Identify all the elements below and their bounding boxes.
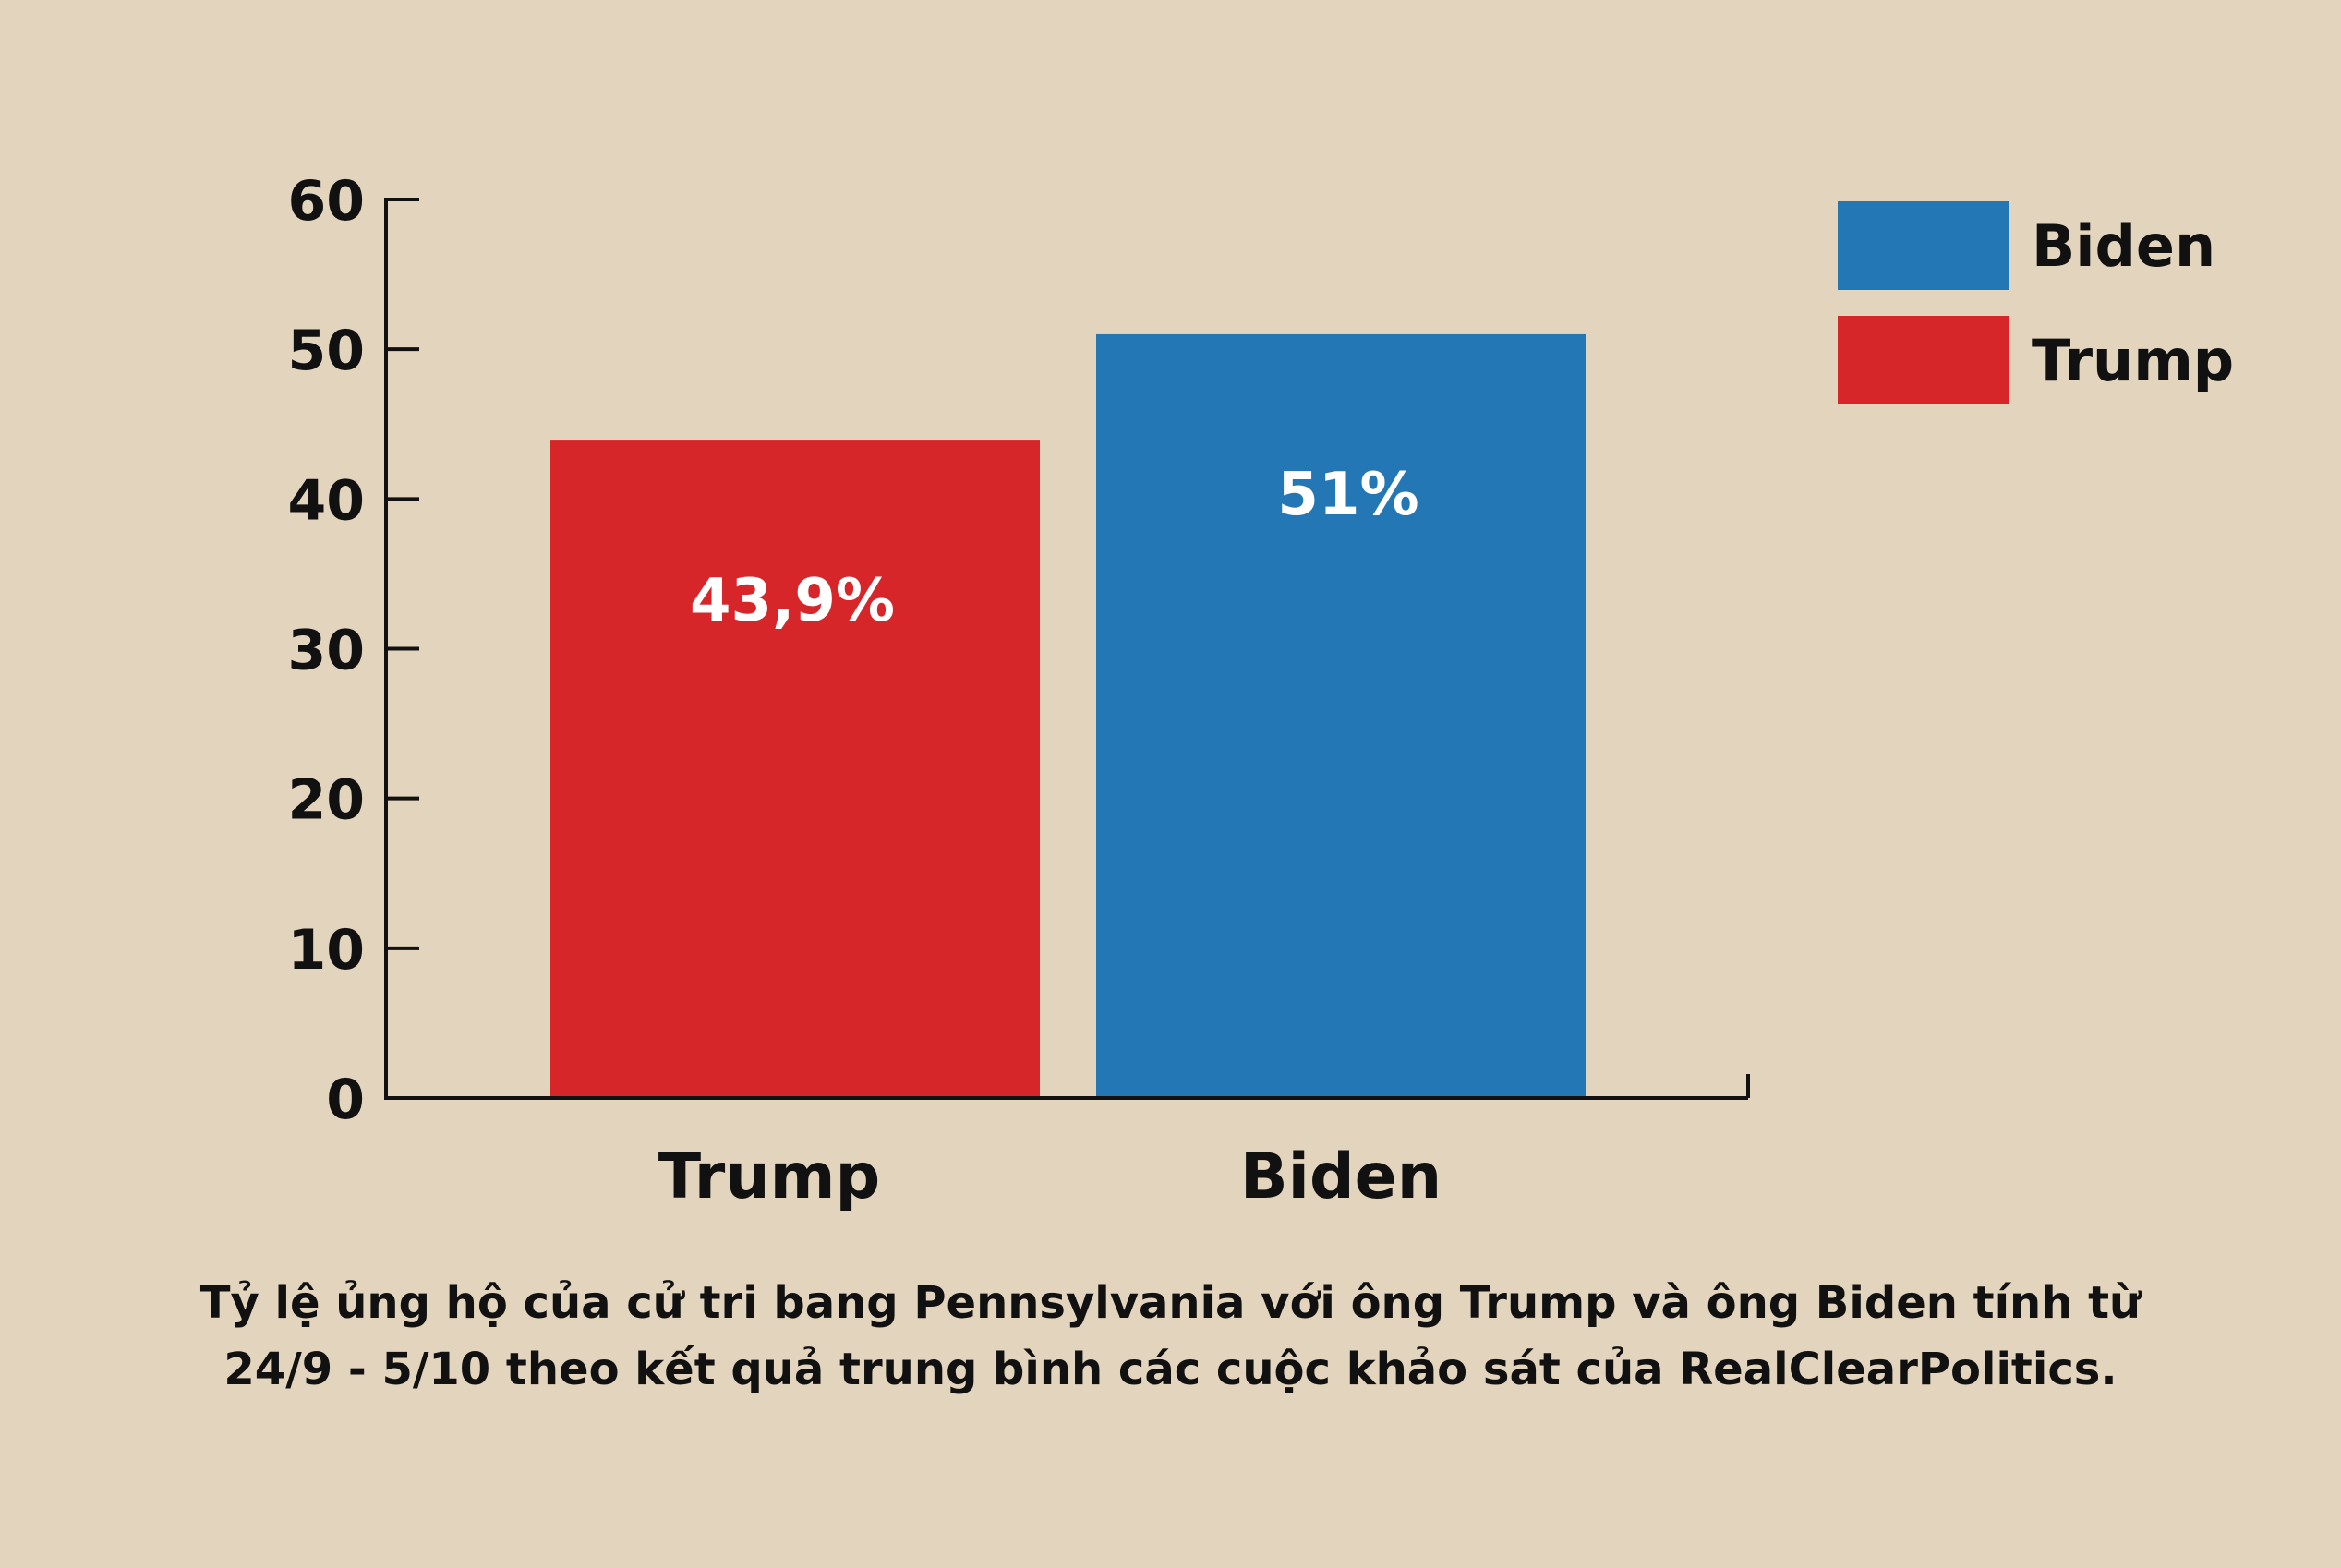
y-tick-label-60: 60 bbox=[288, 169, 366, 234]
caption-line-1: Tỷ lệ ủng hộ của cử tri bang Pennsylvani… bbox=[199, 1277, 2142, 1329]
bar-trump bbox=[550, 440, 1040, 1098]
y-axis: 0 10 20 30 40 50 60 bbox=[288, 169, 419, 1132]
y-tick-label-20: 20 bbox=[288, 768, 366, 833]
data-label-biden: 51% bbox=[1277, 461, 1418, 529]
chart-caption: Tỷ lệ ủng hộ của cử tri bang Pennsylvani… bbox=[0, 1270, 2341, 1403]
y-tick-label-30: 30 bbox=[288, 619, 366, 683]
legend-swatch-trump bbox=[1838, 316, 2009, 404]
y-tick-label-0: 0 bbox=[326, 1067, 365, 1132]
bars-group: 43,9% 51% bbox=[550, 333, 1586, 1098]
caption-line-2: 24/9 - 5/10 theo kết quả trung bình các … bbox=[223, 1344, 2118, 1395]
x-tick-label-trump: Trump bbox=[658, 1140, 880, 1213]
x-tick-label-biden: Biden bbox=[1240, 1140, 1442, 1213]
y-tick-label-40: 40 bbox=[288, 468, 366, 533]
data-label-trump: 43,9% bbox=[690, 567, 895, 635]
legend: Biden Trump bbox=[1838, 201, 2234, 404]
x-axis: Trump Biden bbox=[384, 1074, 1750, 1213]
bar-biden bbox=[1096, 333, 1586, 1098]
legend-label-biden: Biden bbox=[2032, 212, 2215, 280]
legend-label-trump: Trump bbox=[2032, 327, 2234, 394]
y-tick-label-50: 50 bbox=[288, 319, 366, 383]
y-tick-label-10: 10 bbox=[288, 918, 366, 983]
legend-swatch-biden bbox=[1838, 201, 2009, 290]
